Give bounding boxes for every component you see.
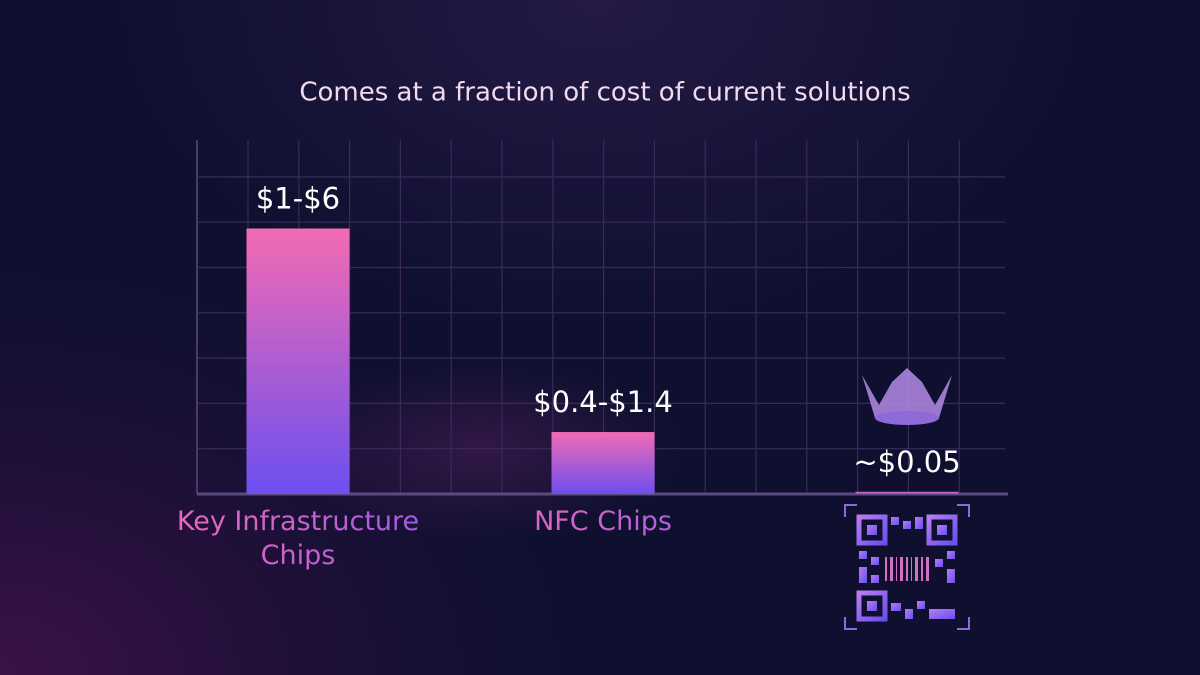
grid: [196, 140, 1008, 496]
bars: $1-$6 $0.4-$1.4 ~$0.05: [246, 182, 961, 494]
crown-icon: [862, 368, 952, 425]
bar: [551, 432, 655, 494]
value-label: $1-$6: [256, 182, 340, 216]
bar: [246, 228, 350, 494]
value-label: $0.4-$1.4: [533, 385, 673, 419]
x-tick-label: NFC Chips: [453, 505, 753, 539]
qr-icon: [844, 504, 970, 630]
value-label: ~$0.05: [853, 445, 960, 479]
bar: [855, 491, 959, 494]
chart-title: Comes at a fraction of cost of current s…: [299, 78, 910, 108]
x-tick-label: Key Infrastructure Chips: [148, 505, 448, 573]
